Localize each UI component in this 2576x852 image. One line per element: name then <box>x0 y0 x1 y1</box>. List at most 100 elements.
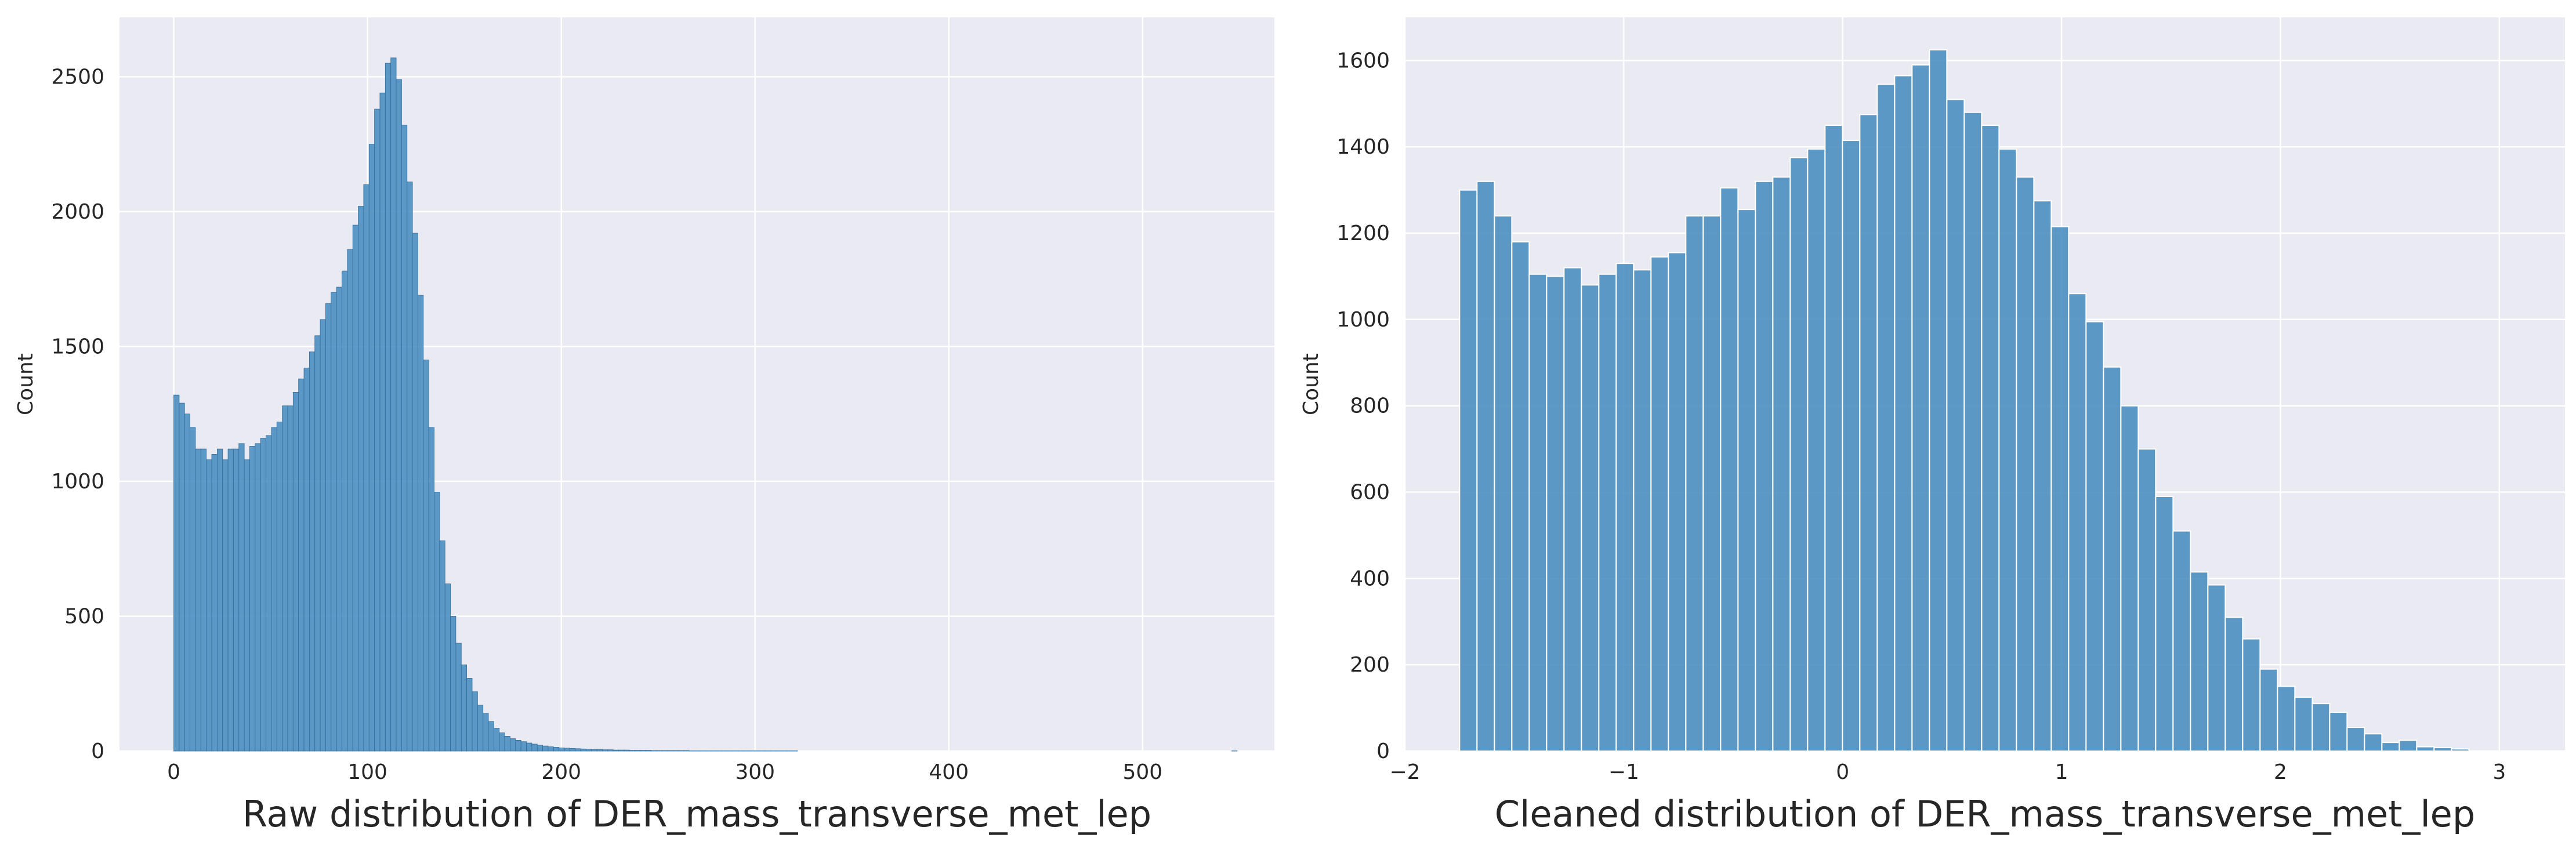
right-histogram-bar <box>2242 638 2261 752</box>
right-x-tick-label: 2 <box>2274 760 2287 784</box>
right-x-tick-label: 0 <box>1836 760 1849 784</box>
left-histogram-bar <box>450 616 456 752</box>
left-histogram-bar <box>444 583 451 752</box>
left-histogram-bar <box>618 749 625 752</box>
left-histogram-bar <box>320 319 326 752</box>
left-histogram-bar <box>781 751 787 752</box>
left-histogram-bar <box>418 295 424 752</box>
right-histogram-bar <box>1998 148 2017 752</box>
left-histogram-bar <box>336 287 342 752</box>
right-y-tick-label: 400 <box>1350 567 1390 590</box>
right-histogram-bar <box>1511 241 1530 752</box>
right-histogram-bar <box>1459 189 1478 752</box>
right-y-axis-label: Count <box>1299 353 1323 415</box>
left-histogram-bar <box>309 351 316 752</box>
right-histogram-bar <box>2085 321 2104 752</box>
right-histogram-bar <box>1929 49 1948 752</box>
left-histogram-bar <box>732 751 738 752</box>
left-y-tick-label: 1000 <box>51 470 104 494</box>
left-histogram-bar <box>721 751 728 752</box>
left-histogram-bar <box>564 748 570 752</box>
left-y-tick-label: 2500 <box>51 65 104 89</box>
right-histogram-bar <box>1615 263 1635 752</box>
left-histogram-bar <box>483 713 489 752</box>
left-histogram-bar <box>472 691 478 752</box>
right-histogram-bar <box>1981 125 2000 752</box>
left-histogram-bar <box>591 749 597 752</box>
left-histogram-bar <box>374 108 381 752</box>
left-histogram-bar <box>342 270 348 752</box>
left-histogram-bar <box>325 303 332 752</box>
right-x-axis-label: Cleaned distribution of DER_mass_transve… <box>1495 793 2475 835</box>
left-x-tick-label: 300 <box>735 760 775 784</box>
left-histogram-bar <box>477 705 484 752</box>
left-histogram-bar <box>466 678 473 752</box>
right-histogram-bar <box>2416 746 2435 752</box>
left-histogram-bar <box>700 751 706 752</box>
left-histogram-bar <box>292 392 299 752</box>
left-histogram-bar <box>607 749 614 752</box>
left-y-tick-label: 0 <box>91 739 104 763</box>
left-histogram-bar <box>244 459 250 752</box>
left-histogram-bar <box>266 435 272 752</box>
right-histogram-bar <box>1876 84 1896 752</box>
right-histogram-bar <box>1720 187 1739 752</box>
left-histogram-bar <box>173 394 180 752</box>
left-histogram-bar <box>314 335 321 752</box>
right-bars <box>1459 49 2470 752</box>
left-histogram-bar <box>770 751 777 752</box>
left-histogram-bar <box>211 454 218 752</box>
right-histogram-bar <box>1789 157 1809 752</box>
left-histogram-bar <box>580 748 586 752</box>
right-histogram-bar <box>1911 64 1930 752</box>
left-histogram-bar <box>276 422 283 752</box>
right-histogram-bar <box>2068 293 2087 752</box>
left-y-tick-labels: 0 500 1000 1500 2000 2500 <box>51 65 104 763</box>
left-histogram-bar <box>331 292 337 752</box>
right-histogram-bar <box>2329 712 2348 752</box>
left-histogram-bar <box>705 751 711 752</box>
left-histogram-bar <box>602 749 608 752</box>
right-histogram-bar <box>1668 252 1687 752</box>
left-chart: 0 100 200 300 400 500 0 500 1000 1500 2000 2500 Co… <box>14 17 1274 835</box>
left-histogram-bar <box>711 751 717 752</box>
left-histogram-bar <box>255 443 261 752</box>
right-histogram-bar <box>1807 148 1826 752</box>
right-x-tick-label: 3 <box>2492 760 2506 784</box>
left-histogram-bar <box>352 224 358 752</box>
right-y-tick-label: 1000 <box>1336 308 1390 332</box>
right-histogram-bar <box>1842 140 1861 752</box>
right-histogram-bar <box>2259 668 2278 752</box>
left-histogram-bar <box>363 184 369 752</box>
right-x-tick-labels: −2 −1 0 1 2 3 <box>1389 760 2506 784</box>
right-histogram-bar <box>2294 696 2313 752</box>
right-histogram-bar <box>1737 209 1756 752</box>
right-histogram-bar <box>1598 273 1617 752</box>
right-histogram-bar <box>2277 686 2296 752</box>
right-histogram-bar <box>2364 733 2383 752</box>
right-histogram-bar <box>1772 176 1791 752</box>
right-histogram-bar <box>2224 617 2244 752</box>
left-histogram-bar <box>260 438 266 752</box>
right-histogram-bar <box>1702 215 1722 752</box>
left-histogram-bar <box>499 732 505 752</box>
left-histogram-bar <box>1231 751 1238 752</box>
left-x-tick-labels: 0 100 200 300 400 500 <box>167 760 1162 784</box>
right-histogram-bar <box>1685 215 1704 752</box>
left-histogram-bar <box>200 448 207 752</box>
left-histogram-bar <box>396 79 402 752</box>
left-histogram-bar <box>520 741 527 752</box>
right-histogram-bar <box>1755 180 1774 752</box>
left-x-tick-label: 200 <box>541 760 581 784</box>
left-x-tick-label: 400 <box>929 760 969 784</box>
right-y-tick-label: 200 <box>1350 653 1390 677</box>
left-histogram-bar <box>613 749 619 752</box>
left-histogram-bar <box>743 751 749 752</box>
left-histogram-bar <box>531 744 538 752</box>
left-histogram-bar <box>439 540 445 752</box>
left-histogram-bar <box>716 751 722 752</box>
left-histogram-bar <box>385 63 392 752</box>
left-histogram-bar <box>271 427 277 752</box>
left-histogram-bar <box>727 751 733 752</box>
left-x-tick-label: 0 <box>167 760 180 784</box>
